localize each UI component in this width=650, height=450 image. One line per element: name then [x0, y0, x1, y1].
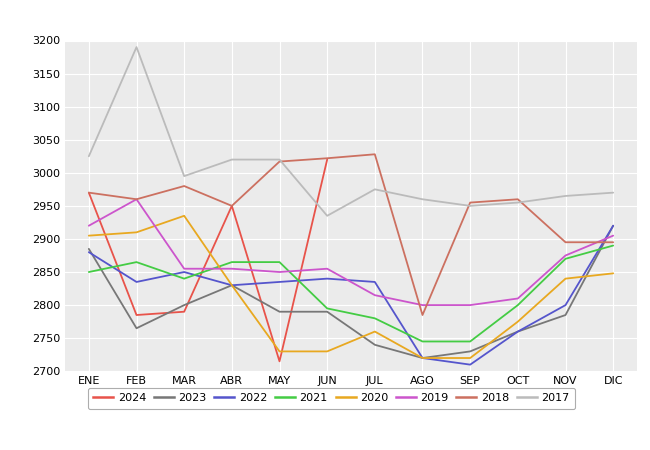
Text: Afiliados en Ortuella a 31/5/2024: Afiliados en Ortuella a 31/5/2024: [176, 9, 474, 27]
Text: http://www.foro-ciudad.com: http://www.foro-ciudad.com: [486, 435, 630, 445]
Legend: 2024, 2023, 2022, 2021, 2020, 2019, 2018, 2017: 2024, 2023, 2022, 2021, 2020, 2019, 2018…: [88, 388, 575, 409]
